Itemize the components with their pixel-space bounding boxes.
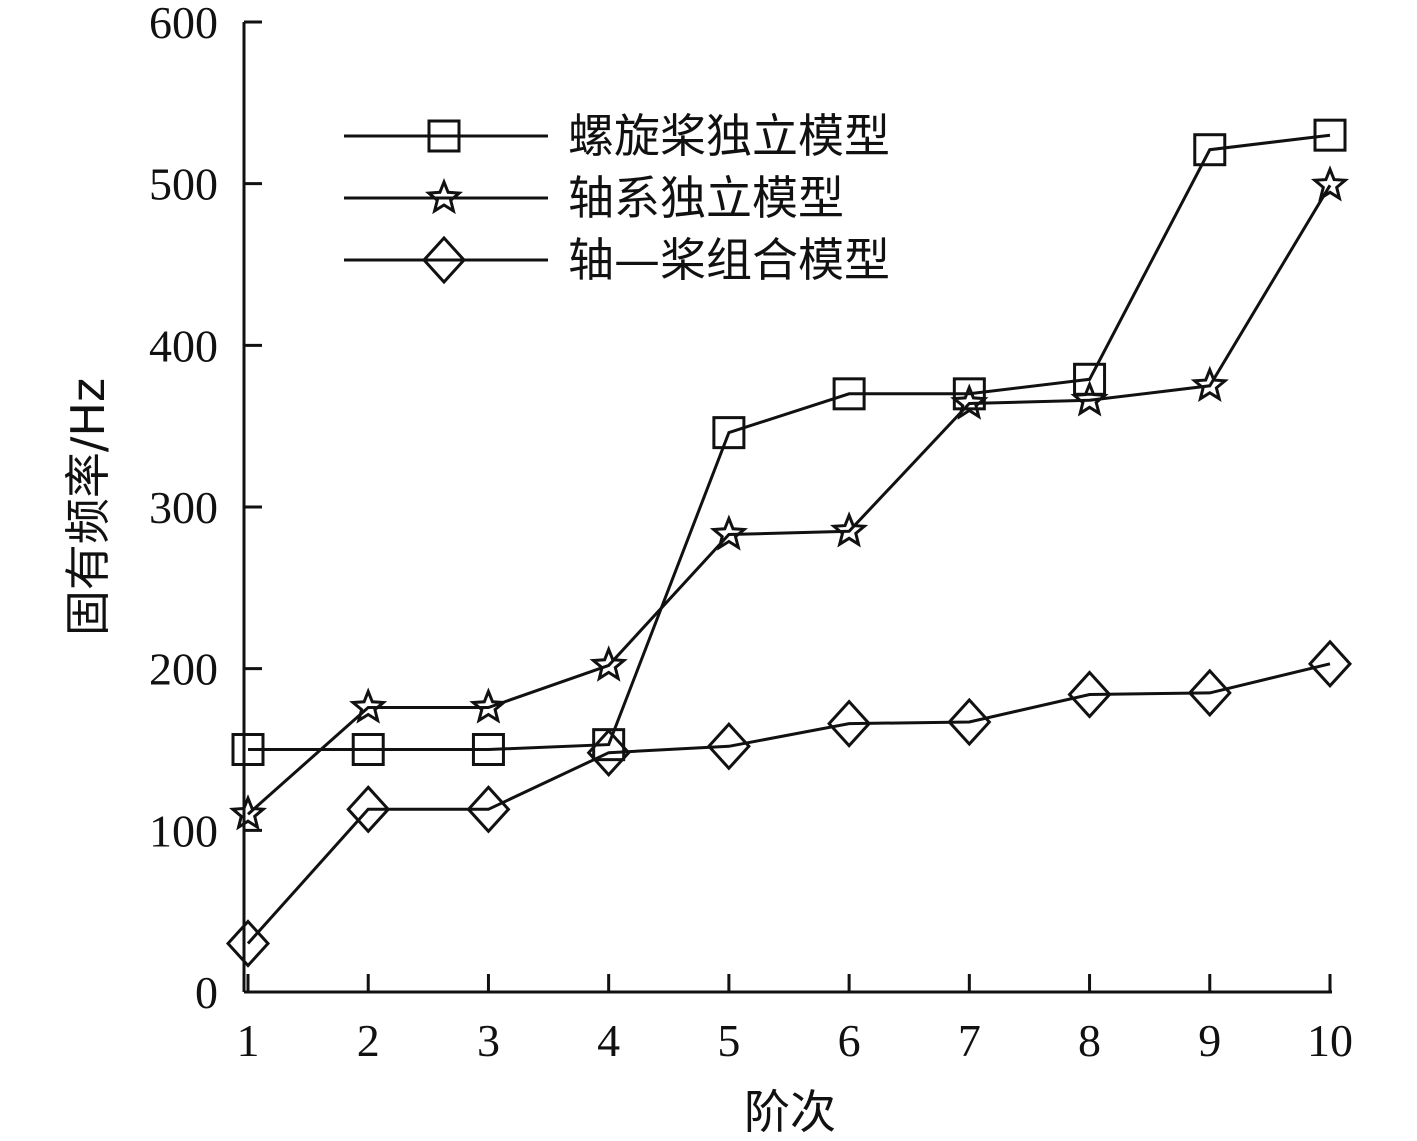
legend-label: 螺旋桨独立模型 — [568, 109, 890, 163]
x-tick-label: 5 — [717, 1015, 740, 1066]
square-marker — [832, 377, 866, 411]
star-marker — [424, 177, 464, 215]
y-tick-label: 100 — [149, 805, 218, 856]
square-marker — [1313, 118, 1347, 152]
x-tick-label: 7 — [958, 1015, 981, 1066]
x-tick-label: 9 — [1198, 1015, 1221, 1066]
y-tick-label: 600 — [149, 0, 218, 48]
star-marker — [1070, 380, 1109, 417]
square-marker — [351, 733, 385, 766]
x-tick-label: 3 — [477, 1015, 500, 1066]
x-axis-title: 阶次 — [744, 1085, 836, 1139]
ticks: 0 100 200 300 400 500 600 1 2 3 4 5 6 7 8 9 10 — [149, 0, 1353, 1066]
series-line-2 — [247, 184, 1332, 816]
y-tick-label: 500 — [149, 159, 218, 210]
square-marker — [231, 733, 265, 766]
series — [225, 118, 1353, 968]
diamond-marker — [346, 785, 391, 834]
diamond-marker — [1307, 639, 1353, 689]
star-marker — [950, 383, 989, 420]
x-tick-label: 10 — [1307, 1015, 1353, 1066]
star-marker — [1310, 165, 1350, 202]
y-tick-label: 200 — [149, 644, 218, 695]
series-line-1 — [248, 133, 1331, 751]
diamond-marker — [225, 919, 271, 968]
series-line-3 — [246, 662, 1331, 945]
y-tick-label: 300 — [149, 482, 218, 533]
star-marker — [830, 511, 869, 548]
diamond-marker — [947, 697, 992, 747]
diamond-marker — [586, 728, 631, 777]
star-marker — [228, 794, 268, 831]
diamond-marker — [1187, 668, 1232, 718]
x-tick-label: 2 — [357, 1015, 380, 1066]
square-marker — [1193, 133, 1227, 167]
square-marker — [712, 416, 746, 450]
x-tick-label: 4 — [597, 1015, 620, 1066]
legend-label: 轴—桨组合模型 — [568, 233, 890, 287]
star-marker — [349, 687, 388, 724]
diamond-marker — [421, 235, 467, 285]
diamond-marker — [827, 699, 872, 748]
star-marker — [589, 645, 628, 682]
y-tick-label: 0 — [195, 967, 218, 1018]
star-marker — [469, 687, 508, 724]
y-tick-label: 400 — [149, 320, 218, 371]
axes — [242, 22, 1332, 994]
diamond-marker — [466, 785, 511, 834]
x-tick-label: 1 — [237, 1015, 260, 1066]
legend-label: 轴系独立模型 — [568, 171, 844, 225]
diamond-marker — [706, 722, 751, 771]
y-axis-title: 固有频率/Hz — [61, 378, 115, 636]
square-marker — [471, 733, 505, 766]
x-tick-label: 6 — [838, 1015, 861, 1066]
diamond-marker — [1067, 670, 1112, 719]
star-marker — [709, 514, 748, 551]
square-marker — [427, 119, 461, 153]
square-marker — [1073, 362, 1107, 396]
star-marker — [1190, 365, 1229, 402]
x-tick-label: 8 — [1078, 1015, 1101, 1066]
